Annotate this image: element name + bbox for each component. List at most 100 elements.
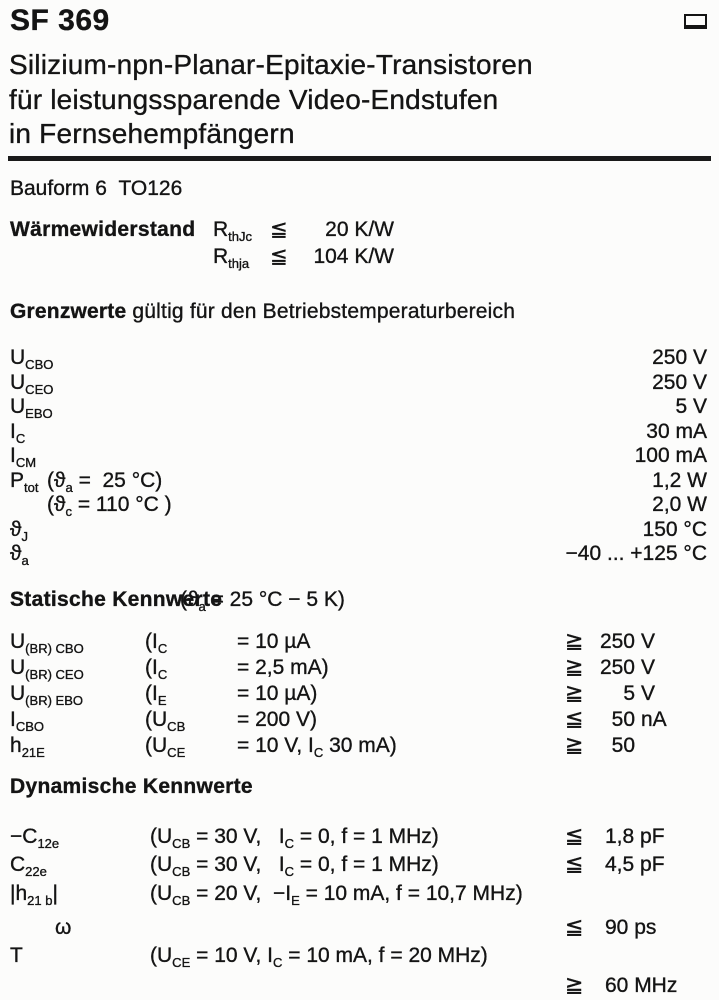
heading-condition: (ϑa = 25 °C − 5 K) [180,588,345,615]
param-symbol: ϑJ [10,517,28,545]
table-row: UEBO 5 V [10,395,707,422]
table-row: UCEO 250 V [10,370,707,397]
param-symbol: C22e [10,853,47,880]
param-value: 250 V [652,346,707,369]
param-symbol: Ptot [10,468,39,495]
relation-sign: ≧ [565,679,584,705]
param-symbol: UCEO [10,370,54,397]
table-row: ϑa −40 ... +125 °C [10,542,707,568]
param-value: 250 V [652,370,707,394]
dynamic-parameters-table: −C12e (UCB = 30 V, IC = 0, f = 1 MHz) ≦ … [10,823,719,1000]
param-value: 1,2 W [652,468,707,492]
param-value-number: 250 [599,655,635,679]
heading-rest: gültig für den Betriebstemperaturbereich [126,300,516,323]
test-condition-symbol: (UCB [145,707,186,734]
relation-sign: ≦ [565,914,584,939]
test-condition: (ϑc = 110 °C ) [47,493,172,520]
package-line: Bauform 6 TO126 [10,177,183,201]
param-value: 90 ps [605,916,657,939]
test-condition: (UCB = 30 V, IC = 0, f = 1 MHz) [150,825,439,852]
relation-sign: ≧ [565,972,584,997]
table-row: ω ≦ 90 ps [10,914,719,940]
param-value-unit: V [641,630,656,653]
test-condition: (UCE = 10 V, IC = 10 mA, f = 20 MHz) [150,944,488,971]
test-condition-symbol: (IC [145,655,168,683]
static-parameters-table: U(BR) CBO (IC = 10 µA ≧ 250 V U(BR) CEO … [10,628,709,760]
test-condition-value: = 2,5 mA) [237,655,329,679]
bauform-label: Bauform 6 [10,177,107,200]
param-symbol: ICBO [10,707,45,734]
param-symbol: U(BR) CEO [10,655,84,683]
param-symbol: ω [55,916,72,939]
heading-bold: Statische Kennwerte [10,588,223,611]
test-condition-value: = 10 µA [237,630,311,653]
test-condition-value: = 200 V) [237,707,317,731]
param-symbol: U(BR) CBO [10,630,84,657]
test-condition: (UCB = 30 V, IC = 0, f = 1 MHz) [150,853,439,880]
relation-sign: ≦ [565,851,584,876]
table-row: U(BR) CBO (IC = 10 µA ≧ 250 V [10,628,709,657]
param-value: 20 K/W [325,218,394,241]
test-condition-value: = 10 µA) [237,681,318,705]
param-value-number: 250 [599,630,635,653]
param-value: 5 V [675,395,707,419]
table-row: −C12e (UCB = 30 V, IC = 0, f = 1 MHz) ≦ … [10,823,719,852]
test-condition-symbol: (IC [145,630,168,657]
param-value: 2,0 W [652,493,707,517]
test-condition-symbol: (UCE [145,733,186,760]
param-symbol: UEBO [10,395,53,422]
thermal-resistance-table: RthJc ≦ 20 K/W Rthja ≦ 104 K/W [213,217,394,270]
param-value-number: 50 [611,707,635,731]
relation-sign: ≧ [565,731,584,757]
param-symbol: h21E [10,733,45,760]
param-symbol: |h21 b| [10,882,58,909]
param-symbol: Rthja [213,244,250,271]
static-section-heading: Statische Kennwerte(ϑa = 25 °C − 5 K) [10,588,345,615]
test-condition: (ϑa = 25 °C) [47,468,163,495]
horizontal-rule [8,156,711,161]
test-condition-symbol: (IE [145,681,167,708]
param-value: 100 mA [634,444,707,468]
param-value: 150 °C [642,517,707,541]
param-symbol: −C12e [10,825,60,852]
table-row: Rthja ≦ 104 K/W [213,244,394,271]
dynamic-section-heading: Dynamische Kennwerte [10,775,253,798]
page-marker-icon [684,14,707,29]
test-condition-value: = 10 V, IC 30 mA) [237,733,397,760]
param-value: 1,8 pF [605,825,665,848]
table-row: (ϑc = 110 °C ) 2,0 W [10,493,707,520]
table-row: U(BR) CEO (IC = 2,5 mA) ≧ 250 V [10,653,709,683]
relation-sign: ≦ [270,244,288,268]
param-value: 104 K/W [313,244,394,268]
param-symbol: U(BR) EBO [10,681,84,708]
relation-sign: ≧ [565,628,584,653]
table-row: IC 30 mA [10,419,707,446]
test-condition: (UCB = 20 V, −IE = 10 mA, f = 10,7 MHz) [150,882,523,909]
package-type: TO126 [118,177,183,200]
param-symbol: IC [10,419,26,446]
relation-sign: ≧ [565,653,584,679]
table-row: ICM 100 mA [10,444,707,471]
limits-table: UCBO 250 V UCEO 250 V UEBO 5 V IC 30 mA … [10,346,707,568]
param-symbol: UCBO [10,346,54,373]
param-value-unit: nA [641,707,667,731]
limits-section-heading: Grenzwerte gültig für den Betriebstemper… [10,300,515,324]
table-row: T (UCE = 10 V, IC = 10 mA, f = 20 MHz) [10,944,719,971]
param-value-number: 5 [623,681,635,705]
table-row: C22e (UCB = 30 V, IC = 0, f = 1 MHz) ≦ 4… [10,851,719,880]
table-row: ≧ 60 MHz [10,972,719,998]
param-symbol: T [10,944,23,967]
part-number: SF 369 [10,4,110,37]
param-value-number: 50 [611,733,635,757]
param-value: 60 MHz [605,974,678,997]
table-row: |h21 b| (UCB = 20 V, −IE = 10 mA, f = 10… [10,882,719,909]
table-row: U(BR) EBO (IE = 10 µA) ≧ 5 V [10,679,709,708]
table-row: Ptot (ϑa = 25 °C) 1,2 W [10,468,707,495]
param-symbol: ICM [10,444,37,471]
table-row: ϑJ 150 °C [10,517,707,545]
relation-sign: ≦ [270,218,288,241]
param-symbol: RthJc [213,218,253,245]
table-row: ICBO (UCB = 200 V) ≦ 50 nA [10,705,709,734]
page-title: Silizium-npn-Planar-Epitaxie-Transistore… [9,49,533,149]
